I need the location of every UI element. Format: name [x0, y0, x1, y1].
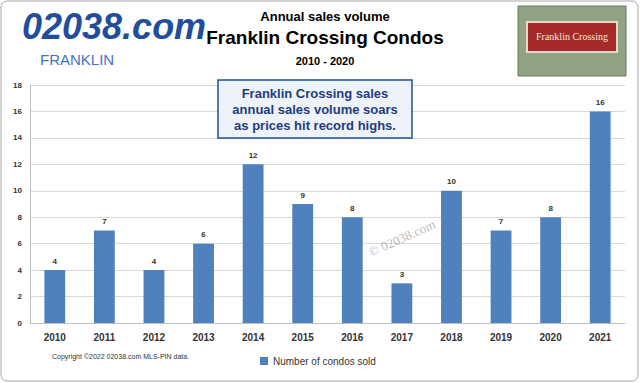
svg-text:annual sales volume soars: annual sales volume soars	[232, 102, 397, 117]
svg-text:8: 8	[18, 213, 23, 222]
svg-text:2021: 2021	[589, 332, 612, 343]
svg-text:3: 3	[400, 270, 405, 279]
svg-text:16: 16	[13, 107, 22, 116]
svg-text:© 02038.com: © 02038.com	[366, 217, 437, 260]
svg-text:2016: 2016	[341, 332, 364, 343]
svg-text:2010: 2010	[44, 332, 67, 343]
svg-text:4: 4	[18, 266, 23, 275]
svg-text:2011: 2011	[94, 332, 116, 343]
svg-text:12: 12	[13, 160, 22, 169]
svg-text:02038.com: 02038.com	[22, 6, 206, 47]
svg-text:7: 7	[102, 217, 107, 226]
svg-text:2015: 2015	[292, 332, 315, 343]
svg-text:2013: 2013	[192, 332, 215, 343]
svg-text:10: 10	[13, 186, 22, 195]
svg-text:18: 18	[13, 81, 22, 90]
svg-text:Franklin Crossing: Franklin Crossing	[536, 31, 608, 42]
svg-text:4: 4	[152, 257, 157, 266]
svg-text:2010 - 2020: 2010 - 2020	[296, 55, 355, 67]
svg-text:Copyright ©2022 02038.com MLS-: Copyright ©2022 02038.com MLS-PIN data.	[52, 353, 189, 361]
svg-text:9: 9	[300, 191, 305, 200]
svg-text:Annual sales volume: Annual sales volume	[260, 9, 389, 24]
svg-text:14: 14	[13, 133, 22, 142]
svg-text:12: 12	[249, 151, 258, 160]
svg-text:Franklin Crossing Condos: Franklin Crossing Condos	[206, 27, 444, 48]
svg-text:16: 16	[596, 98, 605, 107]
svg-text:2017: 2017	[391, 332, 414, 343]
svg-text:2014: 2014	[242, 332, 265, 343]
svg-text:as prices hit record highs.: as prices hit record highs.	[234, 118, 396, 133]
svg-text:6: 6	[18, 239, 23, 248]
svg-text:2019: 2019	[490, 332, 513, 343]
svg-text:Franklin Crossing sales: Franklin Crossing sales	[242, 86, 389, 101]
svg-text:8: 8	[548, 204, 553, 213]
svg-text:10: 10	[447, 177, 456, 186]
svg-text:2020: 2020	[540, 332, 563, 343]
svg-text:0: 0	[18, 319, 23, 328]
svg-text:FRANKLIN: FRANKLIN	[40, 51, 114, 68]
svg-text:6: 6	[201, 230, 206, 239]
svg-text:4: 4	[53, 257, 58, 266]
svg-text:7: 7	[499, 217, 504, 226]
svg-text:2012: 2012	[143, 332, 166, 343]
svg-text:2: 2	[18, 292, 23, 301]
svg-text:8: 8	[350, 204, 355, 213]
svg-text:Number of condos sold: Number of condos sold	[273, 356, 376, 367]
svg-text:2018: 2018	[440, 332, 463, 343]
